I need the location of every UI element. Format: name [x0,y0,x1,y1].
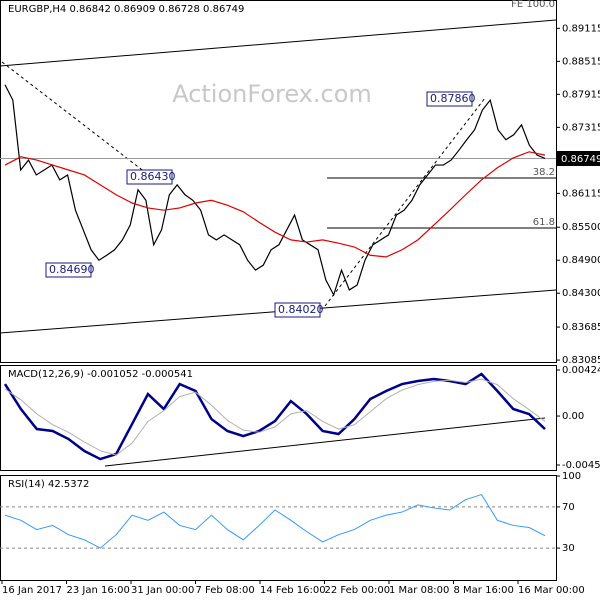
annotation-box [45,262,92,278]
y-tick-label: 70 [562,502,575,513]
x-tick-label: 7 Feb 08:00 [196,585,255,596]
y-tick-label: 0.85500 [562,222,600,233]
x-tick-label: 16 Mar 00:00 [518,585,585,596]
current-price: 0.86749 [561,154,600,165]
y-tick-label: 30 [562,543,575,554]
y-tick-label: 0.88515 [562,56,600,67]
annotation: 0.84690 [49,263,95,276]
x-tick-label: 14 Feb 16:00 [260,585,326,596]
annotation-box [274,302,321,318]
annotation: 0.86430 [130,170,176,183]
y-tick-label: 0.83685 [562,322,600,333]
fib-label: 38.2 [533,167,555,178]
x-tick-label: 8 Mar 16:00 [454,585,514,596]
y-tick-label: 0.89115 [562,23,600,34]
price-tag [557,151,600,166]
series-line [4,151,546,258]
x-tick-label: 23 Jan 16:00 [67,585,130,596]
y-tick-label: 0.84300 [562,288,600,299]
series-line [4,493,546,549]
chart-title: EURGBP,H4 0.86842 0.86909 0.86728 0.8674… [8,4,244,15]
y-tick-label: 0.86115 [562,188,600,199]
y-tick-label: 0.00 [562,411,584,422]
y-tick-label: 0.84900 [562,255,600,266]
y-tick-label: 0.83085 [562,355,600,366]
x-tick-label: 31 Jan 00:00 [131,585,194,596]
x-tick-label: 16 Jan 2017 [2,585,62,596]
series-line [3,372,546,461]
x-tick-label: 22 Feb 00:00 [325,585,391,596]
annotation: 0.84020 [278,303,324,316]
y-tick-label: 0.87915 [562,89,600,100]
x-tick-label: 1 Mar 08:00 [389,585,449,596]
watermark: ActionForex.com [172,80,372,108]
y-tick-label: 0.004248 [562,365,600,376]
macd-title: MACD(12,26,9) -0.001052 -0.000541 [8,369,193,380]
price-panel [0,0,557,363]
annotation: 0.87860 [430,92,476,105]
macd-panel [0,365,557,471]
y-tick-label: 100 [562,471,581,482]
rsi-title: RSI(14) 42.5372 [8,479,89,490]
series-line [4,378,546,456]
annotation-box [426,91,473,107]
fib-label: 61.8 [533,217,555,228]
y-tick-label: 0.87315 [562,122,600,133]
series-line [4,84,546,297]
annotation-box [126,169,173,185]
rsi-panel [0,475,557,581]
fe-label: FE 100.0 [511,0,555,10]
y-tick-label: -0.004521 [562,460,600,471]
